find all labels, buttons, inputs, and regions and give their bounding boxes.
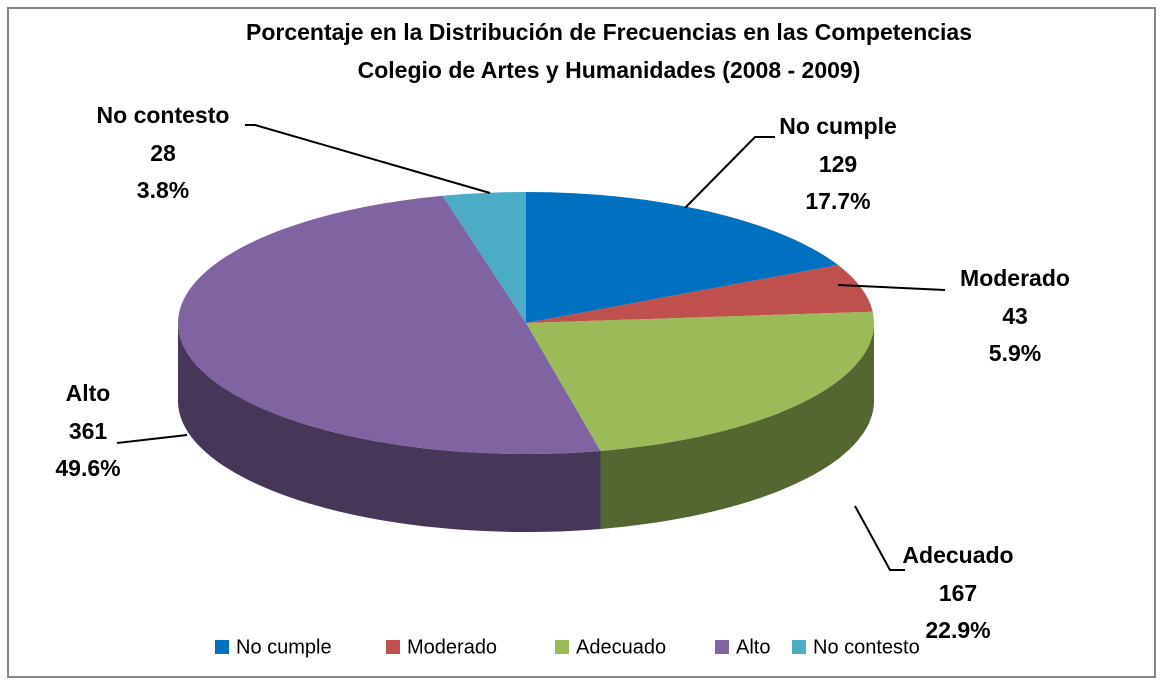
legend-swatch — [555, 640, 569, 654]
chart-title: Porcentaje en la Distribución de Frecuen… — [246, 19, 972, 45]
legend-label: No cumple — [236, 636, 332, 658]
legend-label: Adecuado — [576, 636, 666, 658]
legend-label: Moderado — [407, 636, 497, 658]
leader-line — [116, 434, 188, 444]
legend-swatch — [386, 640, 400, 654]
data-label-value: 129 — [819, 151, 857, 177]
pie-slice — [526, 311, 874, 451]
data-label-percent: 49.6% — [55, 455, 120, 481]
leader-line — [684, 136, 775, 209]
data-label-percent: 22.9% — [925, 617, 990, 643]
data-label-value: 361 — [69, 418, 108, 444]
pie — [178, 192, 874, 532]
data-label-percent: 3.8% — [137, 177, 189, 203]
legend-swatch — [215, 640, 229, 654]
pie-slice-side — [600, 323, 874, 529]
data-label-percent: 5.9% — [989, 340, 1041, 366]
pie-slice — [526, 265, 873, 323]
pie-slice — [526, 192, 839, 323]
pie-slice — [442, 192, 526, 323]
legend-label: Alto — [736, 636, 770, 658]
pie-slice — [178, 195, 601, 455]
chart-subtitle: Colegio de Artes y Humanidades (2008 - 2… — [358, 57, 861, 83]
data-label-category: Alto — [66, 380, 111, 406]
pie-slice-side — [178, 323, 601, 532]
leader-line — [245, 124, 491, 194]
data-label-value: 28 — [150, 140, 176, 166]
data-label-value: 43 — [1002, 303, 1028, 329]
legend: No cumple Moderado Adecuado Alto No contesto — [215, 636, 920, 658]
data-labels: No cumple 129 17.7% Moderado 43 5.9% Adecuado 1… — [55, 102, 1070, 643]
leader-line — [854, 505, 905, 571]
data-label-category: No contesto — [97, 102, 230, 128]
legend-swatch — [715, 640, 729, 654]
data-label-percent: 17.7% — [805, 188, 870, 214]
data-label-category: Adecuado — [902, 542, 1013, 568]
legend-label: No contesto — [813, 636, 920, 658]
data-label-category: No cumple — [779, 113, 897, 139]
data-label-value: 167 — [939, 580, 977, 606]
leader-line — [837, 284, 946, 291]
legend-swatch — [792, 640, 806, 654]
data-label-category: Moderado — [960, 265, 1070, 291]
